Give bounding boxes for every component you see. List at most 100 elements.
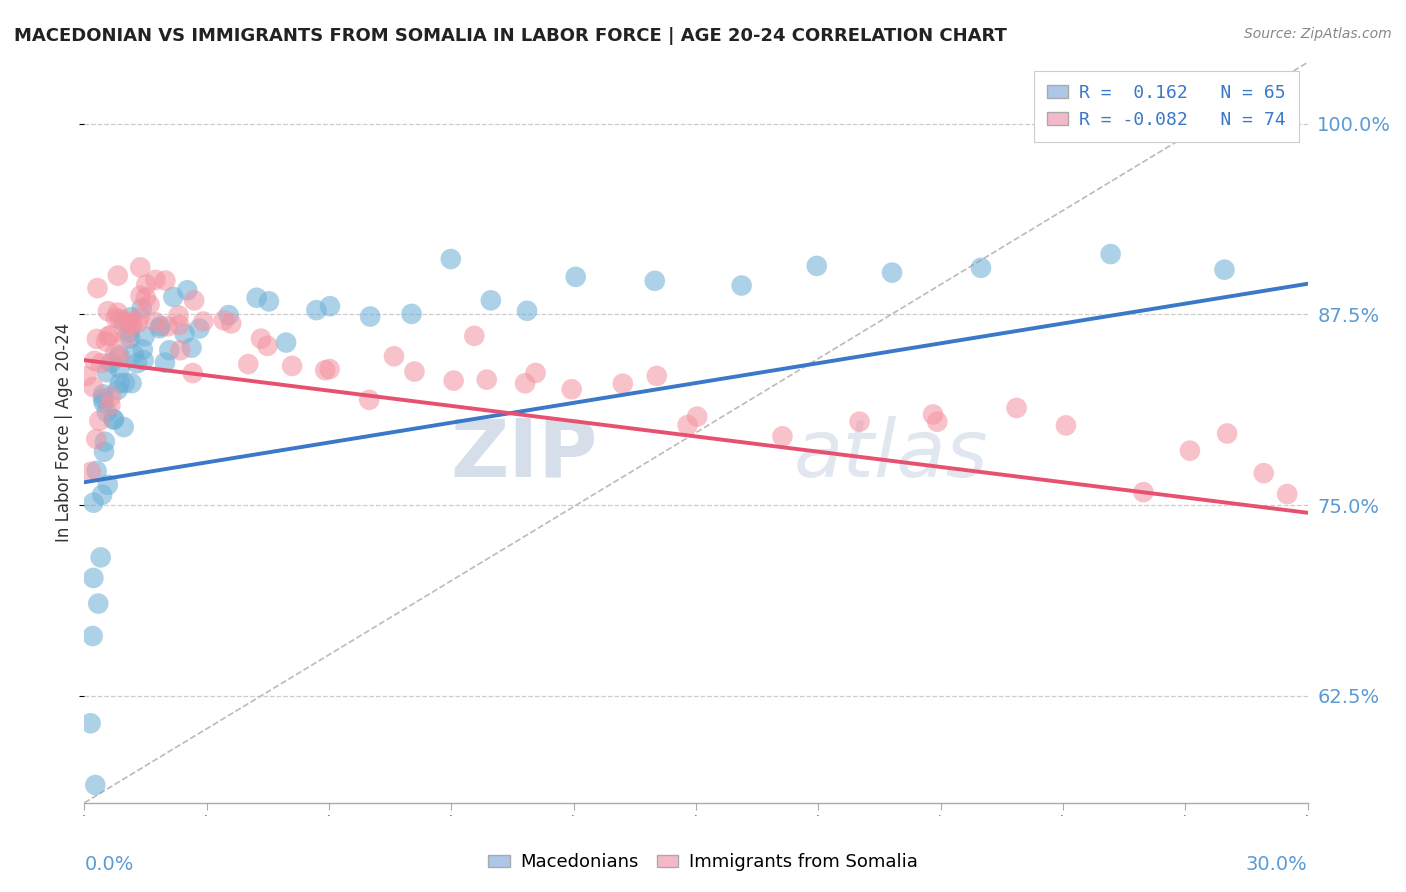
Point <box>167 309 190 323</box>
Point <box>138 297 160 311</box>
Point <box>180 341 202 355</box>
Text: Source: ZipAtlas.com: Source: ZipAtlas.com <box>1244 27 1392 41</box>
Point <box>82 571 104 585</box>
Point <box>772 429 794 443</box>
Point <box>404 365 426 379</box>
Point <box>1253 466 1275 480</box>
Point <box>183 293 205 308</box>
Point <box>120 331 142 345</box>
Point <box>96 405 118 419</box>
Text: 0.0%: 0.0% <box>84 855 134 873</box>
Point <box>82 629 104 643</box>
Point <box>440 252 463 266</box>
Point <box>87 597 110 611</box>
Point <box>131 301 153 316</box>
Point <box>118 326 141 340</box>
Text: ZIP: ZIP <box>451 416 598 494</box>
Point <box>318 362 340 376</box>
Point <box>112 315 135 329</box>
Point <box>84 778 107 792</box>
Point <box>319 299 342 313</box>
Point <box>97 304 120 318</box>
Point <box>443 374 465 388</box>
Point <box>149 319 172 334</box>
Point <box>157 343 180 358</box>
Point <box>114 376 136 390</box>
Point <box>1005 401 1028 415</box>
Point <box>156 319 179 334</box>
Point <box>117 315 139 329</box>
Point <box>564 269 586 284</box>
Point <box>730 278 752 293</box>
Point <box>89 414 111 428</box>
Point <box>134 329 156 343</box>
Point <box>100 355 122 369</box>
Point <box>120 318 142 332</box>
Text: MACEDONIAN VS IMMIGRANTS FROM SOMALIA IN LABOR FORCE | AGE 20-24 CORRELATION CHA: MACEDONIAN VS IMMIGRANTS FROM SOMALIA IN… <box>14 27 1007 45</box>
Point <box>169 343 191 358</box>
Point <box>135 291 157 305</box>
Point <box>79 716 101 731</box>
Point <box>250 332 273 346</box>
Point <box>848 415 870 429</box>
Point <box>922 408 945 422</box>
Point <box>107 383 129 397</box>
Point <box>93 395 115 409</box>
Point <box>91 387 114 401</box>
Point <box>143 273 166 287</box>
Point <box>114 331 136 345</box>
Point <box>108 351 131 365</box>
Point <box>644 274 666 288</box>
Point <box>305 303 328 318</box>
Point <box>524 366 547 380</box>
Point <box>108 376 131 391</box>
Y-axis label: In Labor Force | Age 20-24: In Labor Force | Age 20-24 <box>55 323 73 542</box>
Point <box>1099 247 1122 261</box>
Point <box>75 369 97 384</box>
Point <box>359 392 381 407</box>
Point <box>1277 487 1299 501</box>
Point <box>135 277 157 292</box>
Point <box>176 283 198 297</box>
Point <box>90 356 112 370</box>
Point <box>127 316 149 330</box>
Point <box>475 373 498 387</box>
Point <box>91 392 114 406</box>
Point <box>107 268 129 283</box>
Point <box>97 477 120 491</box>
Point <box>120 310 142 325</box>
Point <box>103 412 125 426</box>
Point <box>80 465 103 479</box>
Point <box>162 290 184 304</box>
Point <box>257 294 280 309</box>
Point <box>645 368 668 383</box>
Point <box>401 307 423 321</box>
Point <box>1216 426 1239 441</box>
Point <box>463 329 485 343</box>
Point <box>104 310 127 325</box>
Point <box>91 488 114 502</box>
Point <box>145 315 167 329</box>
Text: 30.0%: 30.0% <box>1246 855 1308 873</box>
Point <box>181 366 204 380</box>
Point <box>516 303 538 318</box>
Point <box>132 353 155 368</box>
Point <box>246 291 269 305</box>
Point <box>82 380 104 394</box>
Point <box>479 293 502 308</box>
Point <box>513 376 536 391</box>
Point <box>96 365 118 379</box>
Point <box>169 318 191 332</box>
Point <box>94 434 117 449</box>
Point <box>806 259 828 273</box>
Point <box>274 335 297 350</box>
Point <box>86 332 108 346</box>
Point <box>1132 485 1154 500</box>
Point <box>112 420 135 434</box>
Point <box>129 288 152 302</box>
Point <box>676 418 699 433</box>
Point <box>281 359 304 373</box>
Point <box>121 376 143 391</box>
Point <box>314 363 336 377</box>
Point <box>155 273 177 287</box>
